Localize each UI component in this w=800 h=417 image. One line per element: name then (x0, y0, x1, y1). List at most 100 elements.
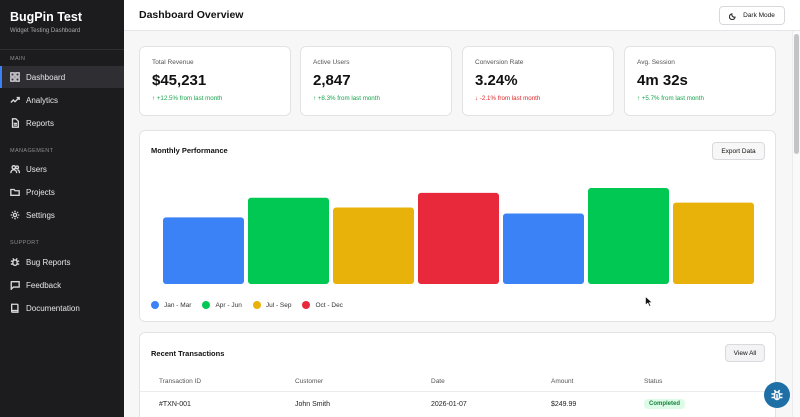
export-data-label: Export Data (721, 147, 756, 155)
section-label-support: SUPPORT (10, 240, 40, 246)
folder-icon (10, 188, 20, 196)
monthly-performance-card: Monthly Performance Export Data Jan - Ma… (139, 130, 776, 322)
section-label-management: MANAGEMENT (10, 148, 54, 154)
view-all-button[interactable]: View All (725, 344, 765, 362)
legend-label: Jan - Mar (164, 301, 192, 309)
legend-item: Jan - Mar (151, 301, 191, 309)
sidebar-item-settings[interactable]: Settings (0, 204, 124, 226)
stat-card-active-users: Active Users 2,847 ↑ +8.3% from last mon… (300, 46, 452, 116)
legend-swatch (151, 301, 159, 309)
sidebar-item-label: Documentation (26, 303, 80, 313)
chart-legend: Jan - Mar Apr - Jun Jul - Sep Oct - Dec (151, 301, 343, 309)
chat-icon (10, 281, 20, 290)
legend-swatch (302, 301, 311, 309)
gear-icon (10, 210, 20, 220)
status-badge: Completed (644, 399, 686, 409)
sidebar-item-analytics[interactable]: Analytics (0, 89, 124, 111)
sidebar-item-users[interactable]: Users (0, 158, 124, 180)
sidebar-item-documentation[interactable]: Documentation (0, 297, 124, 319)
legend-item: Jul - Sep (252, 301, 292, 309)
export-data-button[interactable]: Export Data (712, 142, 765, 160)
column-header-customer: Customer (295, 378, 324, 385)
dark-mode-label: Dark Mode (743, 12, 775, 19)
sidebar-item-reports[interactable]: Reports (0, 112, 124, 134)
cell-amount: $249.99 (551, 401, 577, 408)
sidebar-item-label: Settings (26, 210, 55, 220)
stat-value: 4m 32s (637, 72, 688, 89)
chart-bar[interactable] (333, 207, 414, 284)
section-label-main: MAIN (10, 56, 26, 62)
chart-bar[interactable] (418, 192, 499, 284)
moon-icon (729, 12, 736, 20)
recent-transactions-card: Recent Transactions View All Transaction… (139, 332, 777, 417)
stat-change: ↑ +5.7% from last month (637, 95, 704, 102)
sidebar-item-label: Projects (26, 187, 55, 197)
brand: BugPin Test Widget Testing Dashboard (0, 0, 124, 50)
stat-value: $45,231 (152, 72, 207, 89)
users-icon (10, 165, 20, 174)
chart-bar[interactable] (248, 197, 329, 284)
cell-customer: John Smith (295, 401, 331, 408)
sidebar-item-label: Bug Reports (26, 257, 71, 267)
dark-mode-button[interactable]: Dark Mode (719, 6, 785, 25)
stat-card-conversion-rate: Conversion Rate 3.24% ↓ -2.1% from last … (462, 46, 614, 116)
stat-label: Active Users (313, 59, 350, 66)
column-header-transaction-id: Transaction ID (159, 378, 202, 385)
page-title: Dashboard Overview (139, 9, 244, 21)
chart-bar[interactable] (673, 202, 754, 284)
sidebar-item-label: Analytics (26, 95, 59, 105)
stat-label: Avg. Session (637, 59, 675, 66)
brand-title: BugPin Test (10, 10, 82, 24)
legend-swatch (202, 301, 211, 309)
legend-item: Oct - Dec (302, 301, 343, 309)
sidebar-item-bug-reports[interactable]: Bug Reports (0, 251, 124, 273)
sidebar-item-label: Users (26, 164, 47, 174)
sidebar-item-label: Reports (26, 118, 55, 128)
document-icon (11, 118, 19, 128)
stat-value: 3.24% (475, 72, 518, 89)
bug-icon (771, 389, 783, 401)
grid-icon (10, 72, 20, 82)
transactions-title: Recent Transactions (151, 349, 225, 358)
column-header-amount: Amount (551, 378, 574, 385)
bug-icon (10, 257, 20, 266)
cell-date: 2026-01-07 (431, 401, 467, 408)
stat-card-avg-session: Avg. Session 4m 32s ↑ +5.7% from last mo… (624, 46, 776, 116)
legend-item: Apr - Jun (202, 301, 242, 309)
sidebar-item-label: Dashboard (26, 72, 66, 82)
sidebar: BugPin Test Widget Testing Dashboard MAI… (0, 0, 124, 417)
view-all-label: View All (733, 349, 757, 357)
sidebar-item-projects[interactable]: Projects (0, 181, 124, 203)
stat-label: Conversion Rate (475, 59, 524, 66)
legend-label: Apr - Jun (215, 301, 242, 309)
book-icon (11, 303, 19, 313)
bar-chart (163, 187, 754, 284)
scrollbar-thumb[interactable] (794, 34, 799, 154)
brand-subtitle: Widget Testing Dashboard (10, 28, 81, 34)
scrollbar[interactable] (792, 31, 800, 417)
chart-bar[interactable] (163, 217, 244, 284)
trend-icon (10, 96, 20, 103)
sidebar-item-label: Feedback (26, 280, 62, 290)
mouse-cursor-icon (645, 296, 653, 307)
table-header-divider (140, 391, 777, 392)
chart-bar[interactable] (588, 187, 669, 284)
chart-title: Monthly Performance (151, 146, 228, 155)
sidebar-item-feedback[interactable]: Feedback (0, 274, 124, 296)
top-header: Dashboard Overview Dark Mode (124, 0, 800, 31)
cell-transaction-id: #TXN-001 (159, 401, 191, 408)
stat-change: ↑ +8.3% from last month (313, 95, 380, 102)
sidebar-item-dashboard[interactable]: Dashboard (0, 66, 124, 88)
column-header-status: Status (644, 378, 663, 385)
stat-label: Total Revenue (152, 59, 194, 66)
legend-label: Jul - Sep (265, 301, 292, 309)
stat-value: 2,847 (313, 72, 351, 89)
bug-report-widget-button[interactable] (764, 382, 790, 408)
legend-swatch (252, 301, 261, 309)
chart-bar[interactable] (503, 213, 584, 284)
column-header-date: Date (431, 378, 445, 385)
legend-label: Oct - Dec (315, 301, 343, 309)
stat-change: ↑ +12.5% from last month (152, 95, 223, 102)
stat-change: ↓ -2.1% from last month (475, 95, 541, 102)
stat-card-total-revenue: Total Revenue $45,231 ↑ +12.5% from last… (139, 46, 291, 116)
